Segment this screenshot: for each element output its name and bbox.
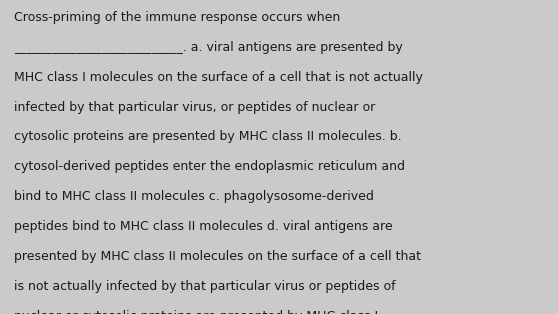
Text: cytosol-derived peptides enter the endoplasmic reticulum and: cytosol-derived peptides enter the endop… bbox=[14, 160, 405, 173]
Text: peptides bind to MHC class II molecules d. viral antigens are: peptides bind to MHC class II molecules … bbox=[14, 220, 393, 233]
Text: presented by MHC class II molecules on the surface of a cell that: presented by MHC class II molecules on t… bbox=[14, 250, 421, 263]
Text: MHC class I molecules on the surface of a cell that is not actually: MHC class I molecules on the surface of … bbox=[14, 71, 423, 84]
Text: is not actually infected by that particular virus or peptides of: is not actually infected by that particu… bbox=[14, 280, 396, 293]
Text: ___________________________. a. viral antigens are presented by: ___________________________. a. viral an… bbox=[14, 41, 403, 54]
Text: nuclear or cytosolic proteins are presented by MHC class I: nuclear or cytosolic proteins are presen… bbox=[14, 310, 378, 314]
Text: cytosolic proteins are presented by MHC class II molecules. b.: cytosolic proteins are presented by MHC … bbox=[14, 130, 402, 143]
Text: bind to MHC class II molecules c. phagolysosome-derived: bind to MHC class II molecules c. phagol… bbox=[14, 190, 374, 203]
Text: infected by that particular virus, or peptides of nuclear or: infected by that particular virus, or pe… bbox=[14, 100, 375, 114]
Text: Cross-priming of the immune response occurs when: Cross-priming of the immune response occ… bbox=[14, 11, 340, 24]
